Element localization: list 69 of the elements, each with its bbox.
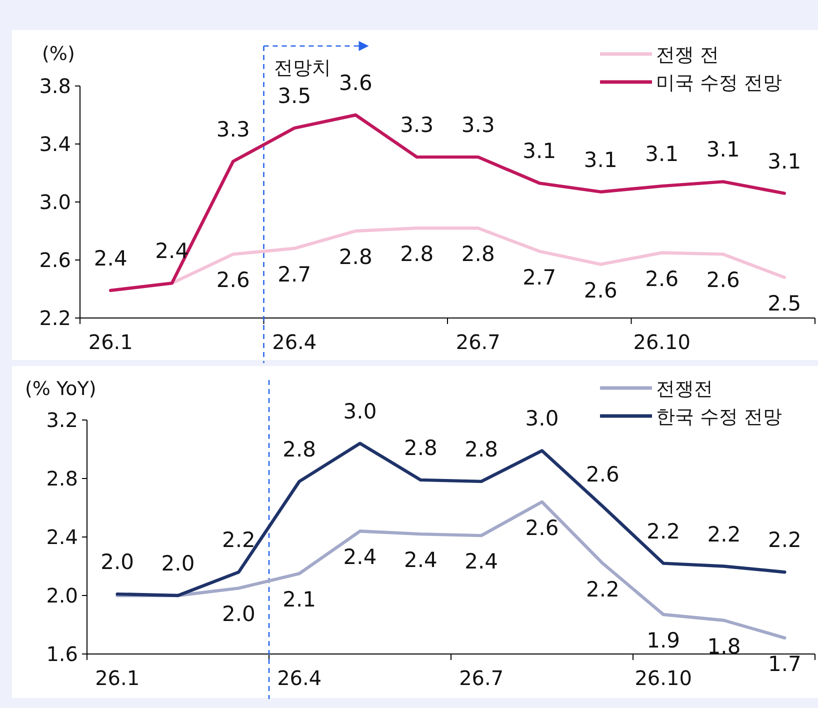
data-label: 2.2 bbox=[646, 519, 680, 544]
y-tick-label: 3.2 bbox=[46, 408, 78, 432]
data-label: 1.9 bbox=[646, 628, 680, 653]
data-label: 2.5 bbox=[768, 291, 802, 316]
x-tick-label: 26.10 bbox=[633, 330, 691, 354]
y-tick-label: 2.6 bbox=[39, 248, 71, 272]
x-tick-label: 26.1 bbox=[95, 666, 140, 690]
data-label: 2.8 bbox=[338, 245, 372, 269]
y-tick-label: 2.0 bbox=[46, 584, 78, 608]
data-label: 2.4 bbox=[155, 239, 189, 264]
data-label: 2.7 bbox=[278, 262, 312, 286]
data-label: 2.7 bbox=[522, 265, 556, 290]
data-label: 2.1 bbox=[282, 588, 316, 612]
text: 전망치 bbox=[274, 57, 331, 79]
data-label: 3.6 bbox=[338, 71, 372, 95]
data-label: 2.8 bbox=[282, 437, 316, 462]
x-tick-label: 26.7 bbox=[456, 330, 500, 354]
legend-label: 전쟁 전 bbox=[656, 44, 720, 66]
y-tick-label: 1.6 bbox=[46, 642, 78, 666]
data-label: 3.0 bbox=[525, 406, 559, 431]
data-label: 2.4 bbox=[464, 550, 498, 574]
data-label: 2.6 bbox=[216, 268, 250, 292]
data-label: 3.1 bbox=[706, 138, 740, 162]
data-label: 2.8 bbox=[464, 437, 498, 462]
y-tick-label: 3.8 bbox=[39, 74, 71, 98]
data-label: 2.4 bbox=[404, 548, 438, 572]
x-tick-label: 26.7 bbox=[459, 666, 504, 690]
data-label: 2.6 bbox=[706, 268, 740, 292]
data-label: 2.2 bbox=[768, 528, 802, 552]
data-label: 3.1 bbox=[584, 148, 618, 172]
y-axis-title: (% YoY) bbox=[25, 378, 96, 400]
data-label: 2.4 bbox=[94, 246, 128, 270]
data-label: 2.0 bbox=[161, 552, 195, 576]
data-label: 3.3 bbox=[216, 117, 250, 142]
data-label: 2.2 bbox=[707, 522, 741, 546]
y-tick-label: 3.0 bbox=[39, 190, 71, 214]
x-tick-label: 26.4 bbox=[272, 330, 317, 354]
data-label: 1.8 bbox=[707, 634, 741, 658]
data-label: 2.4 bbox=[343, 545, 377, 570]
y-tick-label: 2.4 bbox=[46, 525, 78, 549]
data-label: 2.8 bbox=[461, 242, 495, 266]
data-label: 2.8 bbox=[400, 242, 434, 266]
data-label: 3.0 bbox=[343, 399, 377, 424]
data-label: 1.7 bbox=[768, 652, 802, 676]
legend-label: 한국 수정 전망 bbox=[656, 406, 782, 428]
y-tick-label: 2.8 bbox=[46, 466, 78, 490]
data-label: 2.6 bbox=[584, 278, 618, 302]
data-label: 3.5 bbox=[278, 84, 312, 108]
legend-label: 전쟁전 bbox=[656, 378, 713, 400]
data-label: 2.6 bbox=[586, 462, 620, 486]
data-label: 2.8 bbox=[404, 436, 438, 460]
data-label: 3.1 bbox=[522, 139, 556, 164]
y-tick-label: 2.2 bbox=[39, 306, 71, 330]
data-label: 3.3 bbox=[461, 113, 495, 138]
x-tick-label: 26.10 bbox=[634, 666, 692, 690]
legend-label: 미국 수정 전망 bbox=[656, 72, 782, 94]
data-label: 2.0 bbox=[222, 602, 256, 626]
data-label: 3.3 bbox=[400, 113, 434, 138]
data-label: 3.1 bbox=[768, 149, 802, 174]
data-label: 2.2 bbox=[586, 577, 620, 602]
x-tick-label: 26.4 bbox=[277, 666, 322, 690]
data-label: 3.1 bbox=[645, 142, 679, 166]
y-tick-label: 3.4 bbox=[39, 132, 71, 156]
data-label: 2.2 bbox=[222, 528, 256, 552]
data-label: 2.0 bbox=[100, 550, 134, 574]
y-axis-title: (%) bbox=[42, 43, 75, 65]
data-label: 2.6 bbox=[525, 516, 559, 540]
data-label: 2.6 bbox=[645, 266, 679, 291]
x-tick-label: 26.1 bbox=[88, 330, 133, 354]
